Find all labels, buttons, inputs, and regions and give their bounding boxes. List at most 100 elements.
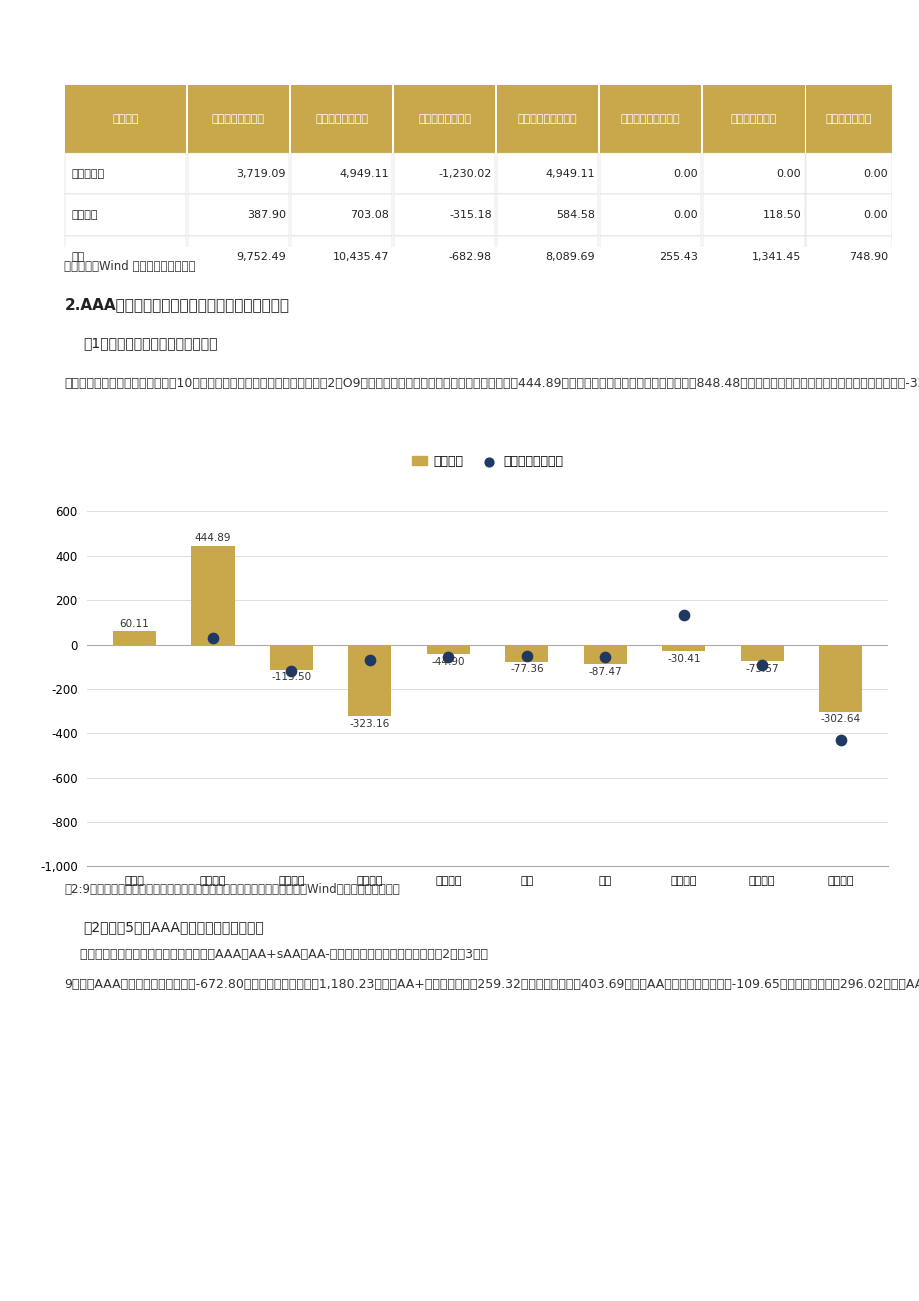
FancyBboxPatch shape bbox=[599, 154, 700, 194]
FancyBboxPatch shape bbox=[65, 194, 186, 235]
Point bbox=[284, 661, 299, 682]
Text: -73.57: -73.57 bbox=[744, 664, 778, 674]
Text: 3,719.09: 3,719.09 bbox=[236, 169, 286, 178]
Text: 短期融资券: 短期融资券 bbox=[71, 169, 104, 178]
Text: -30.41: -30.41 bbox=[666, 654, 699, 664]
Text: -302.64: -302.64 bbox=[820, 714, 860, 725]
Bar bbox=[269, 644, 312, 670]
Text: 赎回量（亿元）: 赎回量（亿元） bbox=[825, 113, 871, 124]
Text: （1）建筑装饰行业净融资大幅回落: （1）建筑装饰行业净融资大幅回落 bbox=[83, 336, 217, 350]
FancyBboxPatch shape bbox=[805, 194, 891, 235]
Text: -77.36: -77.36 bbox=[509, 665, 543, 674]
Point bbox=[675, 604, 690, 624]
FancyBboxPatch shape bbox=[393, 194, 494, 235]
Bar bbox=[191, 546, 234, 644]
FancyBboxPatch shape bbox=[599, 235, 700, 277]
Text: 0.00: 0.00 bbox=[863, 209, 887, 220]
FancyBboxPatch shape bbox=[393, 154, 494, 194]
Text: （2）最近5个月AAA级主体净融资明显回落: （2）最近5个月AAA级主体净融资明显回落 bbox=[83, 920, 263, 934]
FancyBboxPatch shape bbox=[290, 154, 391, 194]
Legend: 净融资额, 净融资额环比变动: 净融资额, 净融资额环比变动 bbox=[406, 450, 568, 474]
Bar bbox=[818, 644, 861, 712]
Text: 到期偿还量（亿元）: 到期偿还量（亿元） bbox=[517, 113, 577, 124]
Text: -682.98: -682.98 bbox=[448, 251, 492, 262]
Text: -44.90: -44.90 bbox=[431, 657, 465, 667]
Bar bbox=[505, 644, 548, 662]
FancyBboxPatch shape bbox=[805, 154, 891, 194]
Text: 60.11: 60.11 bbox=[119, 618, 149, 628]
FancyBboxPatch shape bbox=[187, 194, 289, 235]
FancyBboxPatch shape bbox=[290, 235, 391, 277]
Text: 债券类型: 债券类型 bbox=[112, 113, 139, 124]
FancyBboxPatch shape bbox=[496, 85, 597, 152]
Text: -315.18: -315.18 bbox=[448, 209, 492, 220]
Text: 分行业来看，我们从申万行中选取10个重点行业统计信用债净融资情况（见图2）O9月份建筑装饰行业净融资仍最多，共实现净融资444.89亿元，但规模较上月大幅下降，: 分行业来看，我们从申万行中选取10个重点行业统计信用债净融资情况（见图2）O9月… bbox=[64, 362, 919, 390]
Text: 0.00: 0.00 bbox=[673, 209, 698, 220]
Text: 0.00: 0.00 bbox=[863, 169, 887, 178]
Text: 255.43: 255.43 bbox=[659, 251, 698, 262]
Point bbox=[519, 645, 534, 666]
Text: 0.00: 0.00 bbox=[673, 169, 698, 178]
FancyBboxPatch shape bbox=[393, 85, 494, 152]
FancyBboxPatch shape bbox=[65, 85, 186, 152]
Bar bbox=[426, 644, 470, 654]
Text: 0.00: 0.00 bbox=[776, 169, 800, 178]
FancyBboxPatch shape bbox=[290, 194, 391, 235]
Text: 图2:9月份重点行业信用债净融资额及其环比变动（单位：亿元）数据来源：Wind资讯，远东资信整理: 图2:9月份重点行业信用债净融资额及其环比变动（单位：亿元）数据来源：Wind资… bbox=[64, 883, 400, 896]
FancyBboxPatch shape bbox=[496, 194, 597, 235]
Text: 387.90: 387.90 bbox=[246, 209, 286, 220]
Bar bbox=[583, 644, 626, 664]
FancyBboxPatch shape bbox=[187, 235, 289, 277]
FancyBboxPatch shape bbox=[65, 154, 186, 194]
Point bbox=[205, 627, 220, 648]
Text: 4,949.11: 4,949.11 bbox=[545, 169, 595, 178]
Text: 4,949.11: 4,949.11 bbox=[339, 169, 389, 178]
Text: 数据来源：Wind 资讯，远东资信整理: 数据来源：Wind 资讯，远东资信整理 bbox=[64, 260, 196, 273]
Text: -323.16: -323.16 bbox=[349, 719, 390, 729]
Text: 1,341.45: 1,341.45 bbox=[751, 251, 800, 262]
Text: 9,752.49: 9,752.49 bbox=[236, 251, 286, 262]
Text: 748.90: 748.90 bbox=[848, 251, 887, 262]
FancyBboxPatch shape bbox=[187, 154, 289, 194]
Point bbox=[597, 647, 612, 667]
FancyBboxPatch shape bbox=[805, 85, 891, 152]
Text: 合计: 合计 bbox=[71, 251, 85, 262]
FancyBboxPatch shape bbox=[702, 85, 804, 152]
Point bbox=[440, 647, 455, 667]
Bar bbox=[662, 644, 705, 652]
FancyBboxPatch shape bbox=[702, 154, 804, 194]
Text: 444.89: 444.89 bbox=[195, 533, 231, 543]
Text: 10,435.47: 10,435.47 bbox=[332, 251, 389, 262]
FancyBboxPatch shape bbox=[290, 85, 391, 152]
Bar bbox=[113, 631, 156, 644]
Bar bbox=[348, 644, 391, 717]
FancyBboxPatch shape bbox=[496, 235, 597, 277]
Text: 8,089.69: 8,089.69 bbox=[545, 251, 595, 262]
FancyBboxPatch shape bbox=[702, 194, 804, 235]
Text: -113.50: -113.50 bbox=[271, 673, 312, 683]
Text: 回售量（亿元）: 回售量（亿元） bbox=[730, 113, 777, 124]
FancyBboxPatch shape bbox=[599, 194, 700, 235]
Text: 118.50: 118.50 bbox=[762, 209, 800, 220]
Point bbox=[754, 654, 769, 675]
Text: 584.58: 584.58 bbox=[555, 209, 595, 220]
Text: 总发行量（亿元）: 总发行量（亿元） bbox=[211, 113, 265, 124]
Point bbox=[833, 730, 847, 751]
Bar bbox=[740, 644, 783, 661]
Text: 从信用债发行主体级别来看，我们统计了AAA、AA+sAA和AA-级主体的信用债净融资情况（见表2、图3）。
    9月份，AAA级主体信用债净融资为-672.: 从信用债发行主体级别来看，我们统计了AAA、AA+sAA和AA-级主体的信用债净… bbox=[64, 948, 919, 991]
Text: 提前兑付量（亿元）: 提前兑付量（亿元） bbox=[620, 113, 680, 124]
FancyBboxPatch shape bbox=[805, 235, 891, 277]
FancyBboxPatch shape bbox=[702, 235, 804, 277]
Text: -87.47: -87.47 bbox=[588, 666, 621, 677]
FancyBboxPatch shape bbox=[65, 235, 186, 277]
Point bbox=[362, 649, 377, 670]
Text: 定向工具: 定向工具 bbox=[71, 209, 97, 220]
FancyBboxPatch shape bbox=[496, 154, 597, 194]
Text: 703.08: 703.08 bbox=[349, 209, 389, 220]
FancyBboxPatch shape bbox=[187, 85, 289, 152]
Text: 总偿还量（亿元）: 总偿还量（亿元） bbox=[314, 113, 368, 124]
Text: 净融资额（亿元）: 净融资额（亿元） bbox=[417, 113, 471, 124]
FancyBboxPatch shape bbox=[599, 85, 700, 152]
Text: -1,230.02: -1,230.02 bbox=[438, 169, 492, 178]
FancyBboxPatch shape bbox=[393, 235, 494, 277]
